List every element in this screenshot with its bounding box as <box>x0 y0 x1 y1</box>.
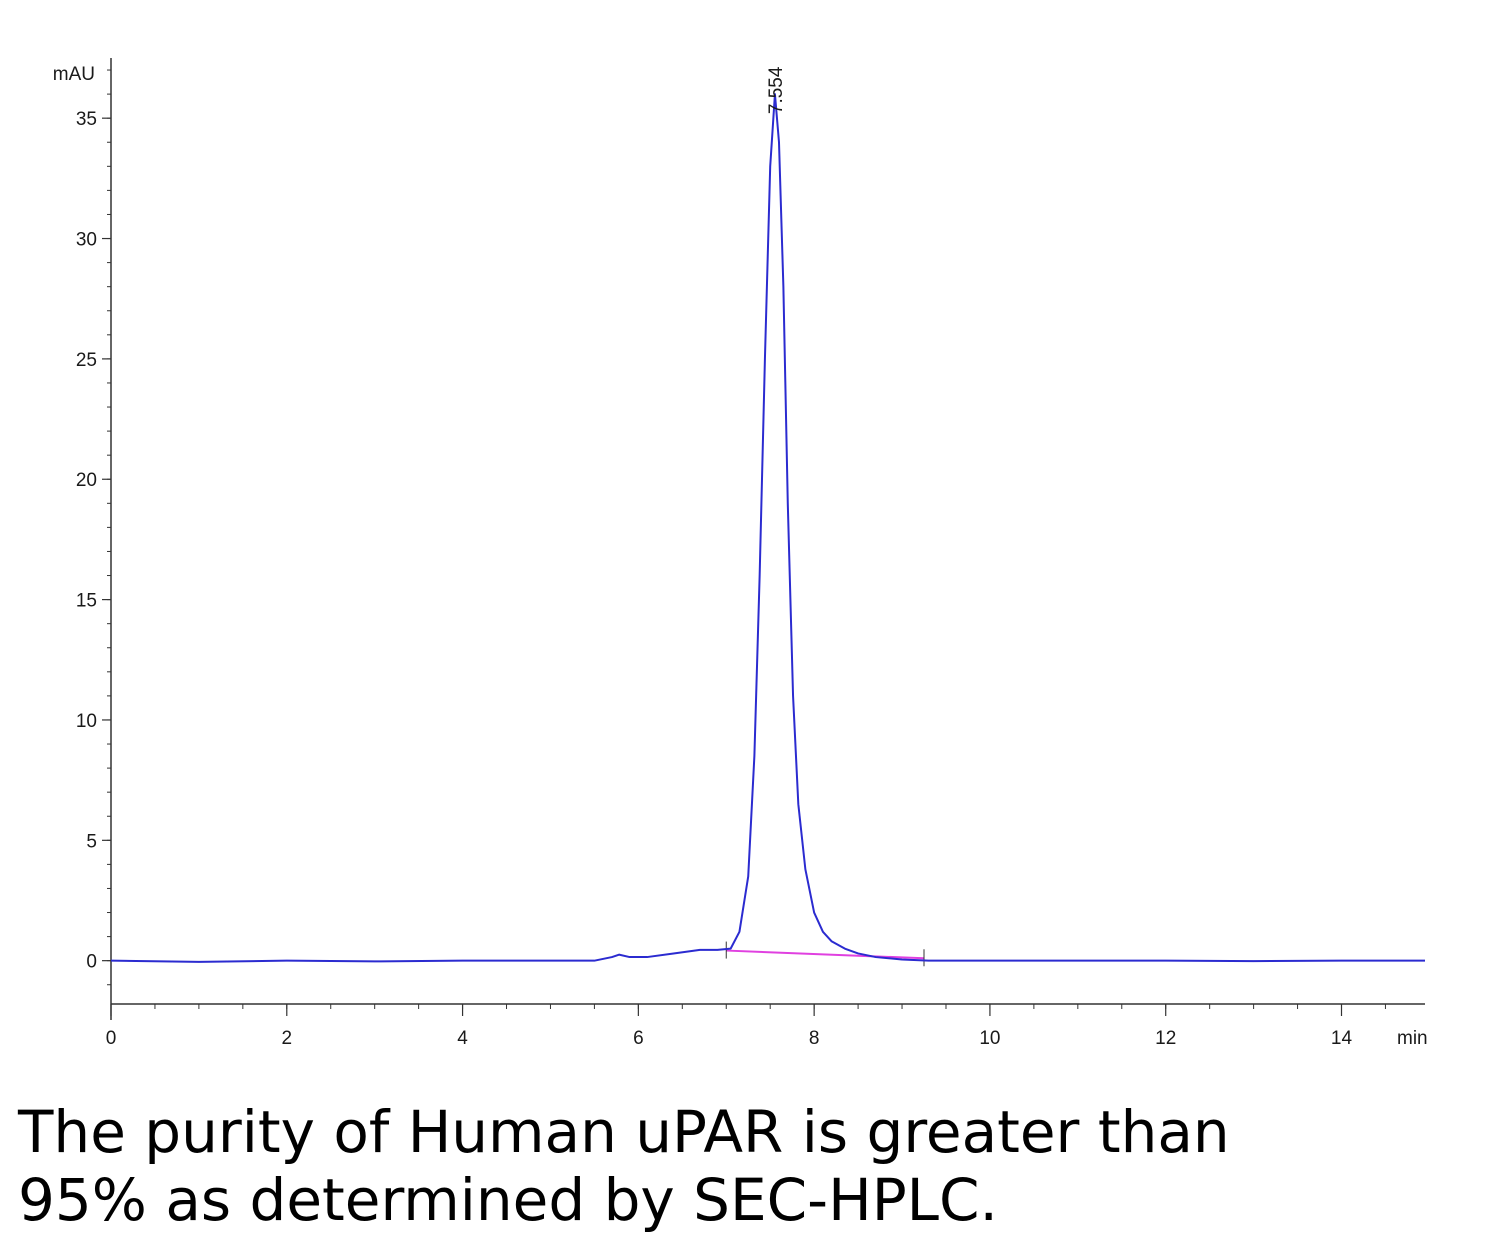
axes: 0 5 10 15 20 25 30 35 0 2 4 6 8 10 12 14 <box>76 58 1425 1049</box>
chromatogram-trace <box>110 93 1425 963</box>
x-axis-unit-label: min <box>1397 1028 1428 1049</box>
purity-caption: The purity of Human uPAR is greater than… <box>18 1098 1478 1234</box>
chromatogram-chart: 0 5 10 15 20 25 30 35 0 2 4 6 8 10 12 14 7.554 mAU min <box>53 58 1428 1049</box>
peak-retention-time-label: 7.554 <box>766 66 787 114</box>
y-tick-label: 20 <box>76 470 97 491</box>
x-tick-label: 0 <box>106 1028 117 1049</box>
x-tick-label: 12 <box>1155 1028 1176 1049</box>
y-axis-unit-label: mAU <box>53 64 95 85</box>
integration-baseline <box>726 949 925 960</box>
y-tick-label: 25 <box>76 350 97 371</box>
caption-line-1: The purity of Human uPAR is greater than <box>18 1098 1230 1166</box>
x-tick-label: 10 <box>979 1028 1000 1049</box>
x-tick-label: 4 <box>457 1028 468 1049</box>
plot-area: 7.554 <box>110 66 1425 967</box>
y-tick-label: 10 <box>76 711 97 732</box>
y-tick-label: 0 <box>86 952 97 973</box>
y-tick-label: 5 <box>86 831 97 852</box>
x-tick-label: 2 <box>281 1028 292 1049</box>
caption-line-2: 95% as determined by SEC-HPLC. <box>18 1166 998 1234</box>
x-tick-label: 8 <box>809 1028 820 1049</box>
y-tick-label: 35 <box>76 109 97 130</box>
x-tick-label: 14 <box>1331 1028 1353 1049</box>
y-tick-label: 15 <box>76 591 97 612</box>
x-tick-label: 6 <box>633 1028 644 1049</box>
y-tick-label: 30 <box>76 230 97 251</box>
